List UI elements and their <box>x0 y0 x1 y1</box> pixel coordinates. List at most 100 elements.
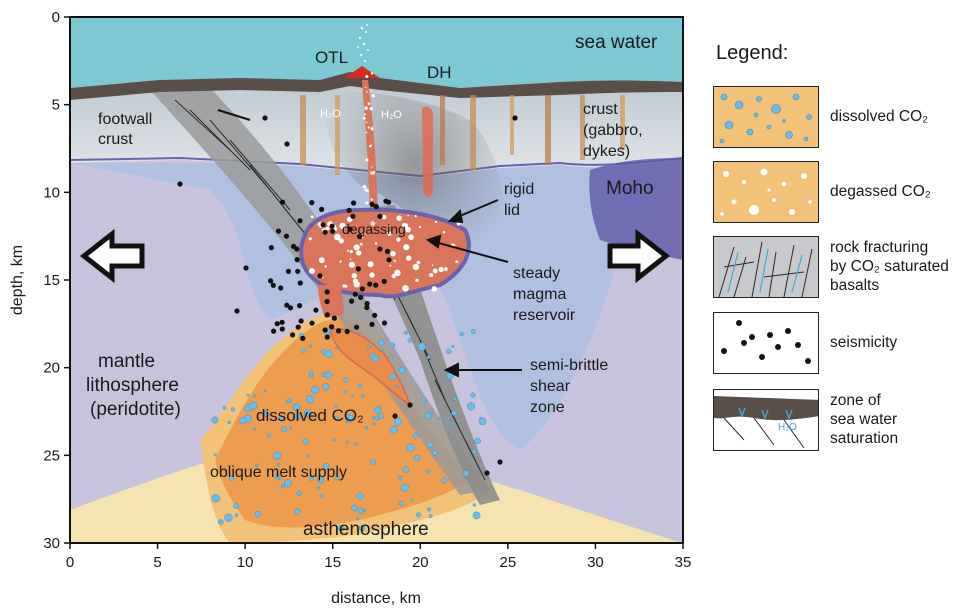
degassed-bubble <box>339 260 342 263</box>
dissolved-bubble <box>308 373 314 379</box>
dh-dyke <box>422 106 434 198</box>
y-tick-label: 20 <box>43 360 60 377</box>
dissolved-bubble <box>337 524 345 532</box>
dissolved-bubble <box>463 470 470 477</box>
dissolved-bubble <box>345 420 348 423</box>
conduit-bubble <box>365 131 368 134</box>
seismic-event <box>177 181 183 187</box>
dissolved-bubble <box>281 426 288 433</box>
degassed-bubble <box>429 273 434 278</box>
dissolved-bubble <box>371 422 376 426</box>
dissolved-bubble <box>451 345 455 349</box>
seismic-event <box>295 268 301 274</box>
seismic-event <box>285 268 291 274</box>
conduit-bubble <box>365 75 369 78</box>
seismic-event <box>359 286 365 292</box>
dissolved-bubble <box>398 475 403 480</box>
seismic-event <box>243 265 249 271</box>
seismic-event <box>373 282 379 288</box>
crust-label-3: dykes) <box>583 143 630 160</box>
dissolved-bubble <box>472 449 477 455</box>
dissolved-bubble <box>428 514 433 519</box>
degassed-bubble <box>334 233 341 241</box>
dissolved-bubble <box>230 407 236 412</box>
degassed-bubble <box>362 232 366 236</box>
conduit-bubble <box>370 127 374 131</box>
dissolved-bubble <box>213 453 217 457</box>
seismic-event <box>309 320 315 326</box>
degassed-bubble <box>396 215 403 221</box>
seismic-event <box>358 294 364 300</box>
crust-veins <box>300 95 625 175</box>
dissolved-bubble <box>280 484 285 489</box>
seismic-event <box>284 302 290 308</box>
degassed-bubble <box>408 234 414 240</box>
leader-arrows <box>217 109 522 378</box>
dissolved-bubble <box>211 416 219 424</box>
dissolved-bubble <box>389 355 394 360</box>
conduit-bubble <box>362 184 367 189</box>
dissolved-bubble <box>364 425 369 430</box>
dissolved-bubble <box>317 476 325 484</box>
dissolved-bubble <box>430 410 434 414</box>
dissolved-bubble <box>333 438 336 442</box>
degassed-bubble <box>406 255 412 261</box>
dissolved-bubble <box>441 477 448 484</box>
seismic-event <box>384 248 391 254</box>
dissolved-bubble <box>400 483 409 492</box>
dissolved-bubble <box>287 398 292 403</box>
conduit-bubble <box>365 201 369 205</box>
dissolved-bubble <box>254 510 262 518</box>
dissolved-bubble <box>472 503 477 507</box>
dissolved-bubble <box>301 347 307 353</box>
dissolved-bubble <box>374 406 382 414</box>
x-tick-label: 35 <box>675 554 692 571</box>
dissolved-bubble <box>263 389 267 393</box>
left-spreading-arrow <box>79 228 145 284</box>
dissolved-bubble <box>389 373 396 381</box>
degassed-bubble <box>359 242 363 246</box>
dissolved-bubble <box>446 416 450 420</box>
dh-label: DH <box>427 63 452 82</box>
dissolved-bubble <box>407 337 413 343</box>
dissolved-bubble <box>474 437 481 445</box>
degassed-bubble <box>353 244 360 251</box>
seismic-event <box>484 470 490 476</box>
dissolved-bubble <box>459 331 464 337</box>
degassed-bubble <box>431 264 434 267</box>
degassed-bubble <box>367 261 374 268</box>
blue-wash <box>70 150 683 450</box>
dissolved-bubble <box>324 371 332 379</box>
dissolved-bubble <box>378 405 382 409</box>
dissolved-bubble <box>466 402 476 411</box>
conduit-bubble <box>364 188 367 192</box>
degassed-bubble <box>442 231 446 234</box>
degassed-bubble <box>431 286 437 292</box>
degassed-bubble <box>348 261 355 268</box>
dissolved-bubble <box>378 413 384 419</box>
legend-label-saturation-2: sea water <box>830 411 898 428</box>
dissolved-bubble <box>296 490 302 497</box>
dissolved-bubble <box>423 412 431 420</box>
degassed-bubble <box>349 258 352 261</box>
mantle-label-3: (peridotite) <box>90 399 181 420</box>
sea-water-label: sea water <box>575 32 658 53</box>
seismic-event <box>357 233 363 240</box>
degassed-bubble <box>353 281 360 288</box>
seismic-event <box>344 328 350 335</box>
rigid-lid-label-2: lid <box>504 202 520 219</box>
seismic-event <box>329 223 335 229</box>
degassed-bubble <box>325 226 330 231</box>
dissolved-bubble <box>227 420 231 425</box>
conduit-bubble <box>364 113 366 116</box>
degassed-bubble <box>308 268 315 274</box>
seismic-event <box>351 200 357 206</box>
seismic-event <box>290 243 297 249</box>
dissolved-bubble <box>211 494 221 503</box>
dissolved-bubble <box>335 346 338 350</box>
seismic-event <box>270 282 276 288</box>
dissolved-bubble <box>437 416 441 420</box>
dissolved-bubble <box>284 479 292 488</box>
conduit-bubble <box>367 102 371 105</box>
degassed-bubble <box>374 242 378 245</box>
